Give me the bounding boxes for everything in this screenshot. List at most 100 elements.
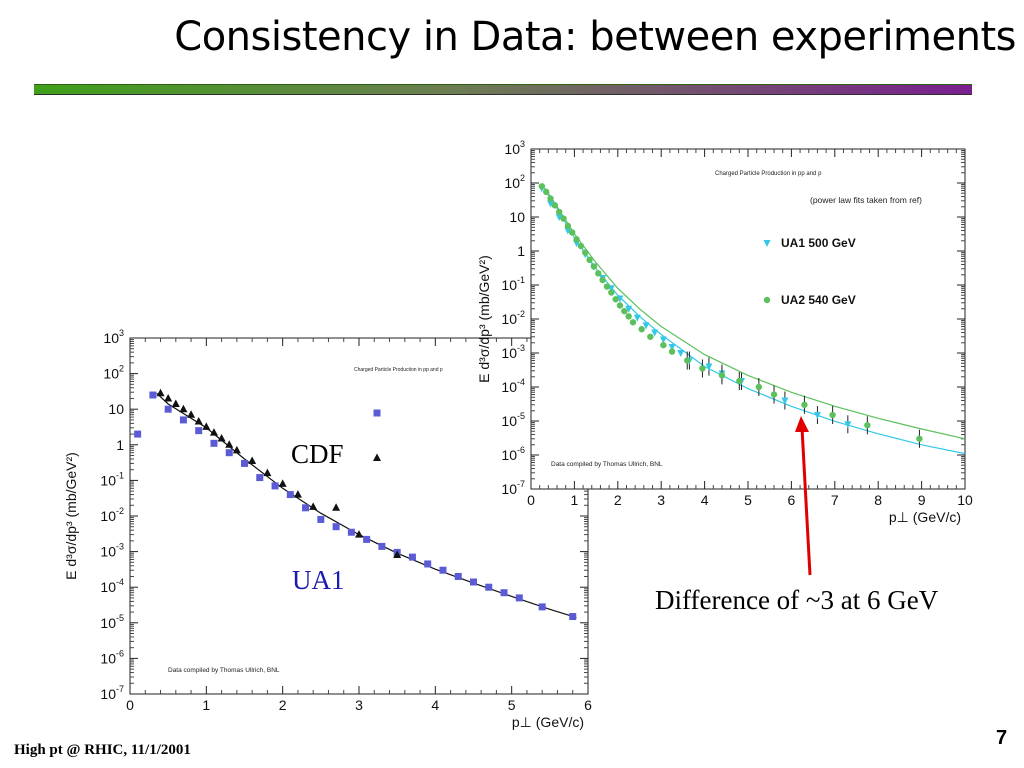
x-tick-label: 7 (831, 492, 839, 508)
data-point (470, 578, 477, 586)
data-point (642, 322, 650, 330)
data-point (668, 348, 676, 355)
y-tick-label: 10-3 (501, 343, 525, 361)
data-point (134, 430, 142, 438)
data-point (551, 202, 559, 209)
y-tick-label: 10 (509, 209, 525, 225)
data-point (625, 313, 632, 320)
x-tick-label: 4 (701, 492, 709, 508)
chart-title: Charged Particle Production in pp and p (715, 171, 822, 177)
x-axis-label: p⊥ (GeV/c) (889, 509, 961, 525)
data-point (813, 412, 821, 420)
data-point (542, 188, 550, 196)
x-tick-label: 5 (508, 697, 516, 713)
data-point (309, 502, 318, 510)
data-point (302, 504, 310, 512)
x-tick-label: 1 (202, 697, 210, 713)
legend-marker (763, 296, 771, 304)
data-point (564, 227, 572, 235)
data-point (560, 215, 567, 222)
data-point (164, 393, 173, 402)
legend-marker (763, 240, 771, 247)
data-point (195, 427, 203, 435)
data-point (500, 589, 508, 597)
y-tick-label: 10-1 (501, 275, 525, 293)
data-point (608, 289, 615, 296)
x-tick-label: 5 (744, 492, 752, 508)
data-point (408, 553, 416, 561)
y-tick-label: 10-6 (501, 445, 525, 463)
data-point (829, 411, 836, 419)
data-point (590, 263, 598, 270)
y-tick-label: 10-2 (501, 309, 525, 327)
data-point (363, 535, 371, 543)
x-tick-label: 3 (657, 492, 665, 508)
data-point (171, 399, 180, 407)
data-point (210, 439, 218, 447)
y-tick-label: 10-4 (501, 377, 525, 395)
data-point (864, 422, 871, 429)
data-point (332, 523, 340, 531)
y-tick-label: 10-6 (100, 648, 124, 666)
ua1-annotation: UA1 (292, 565, 345, 595)
x-tick-label: 2 (614, 492, 622, 508)
data-point (781, 397, 789, 405)
data-point (164, 405, 172, 413)
data-point (699, 365, 706, 372)
data-point (736, 377, 743, 385)
y-tick-label: 10-7 (501, 479, 525, 497)
x-tick-label: 0 (126, 697, 134, 713)
footer-text: High pt @ RHIC, 11/1/2001 (14, 742, 191, 758)
x-tick-label: 1 (571, 492, 579, 508)
data-point (538, 603, 546, 611)
y-axis-label: E d³σ/dp³ (mb/GeV²) (63, 452, 79, 580)
data-point (225, 449, 233, 457)
data-point (705, 363, 713, 371)
series-1 (538, 183, 923, 448)
plot-frame (530, 148, 966, 490)
plot-frame (129, 337, 589, 695)
data-point (718, 372, 726, 379)
y-axis-label: E d³σ/dp³ (mb/GeV²) (476, 255, 492, 383)
y-tick-label: 102 (103, 364, 124, 382)
data-point (217, 434, 226, 442)
y-tick-label: 10-5 (100, 613, 124, 631)
data-point (424, 560, 432, 568)
chart-note: (power law fits taken from ref) (810, 195, 922, 205)
x-tick-label: 4 (431, 697, 439, 713)
data-point (629, 319, 637, 326)
data-point (647, 333, 654, 340)
data-point (286, 491, 294, 499)
data-point (770, 391, 778, 398)
x-tick-label: 6 (788, 492, 796, 508)
y-tick-label: 1 (517, 243, 525, 259)
data-point (582, 249, 589, 256)
data-point (209, 428, 218, 436)
data-point (347, 528, 355, 536)
chart-title: Charged Particle Production in pp and p (354, 367, 443, 373)
y-tick-label: 10-7 (100, 684, 124, 702)
data-point (556, 208, 563, 216)
data-point (651, 329, 659, 337)
data-point (595, 270, 602, 277)
slide-title: Consistency in Data: between experiments (174, 14, 1016, 60)
data-point (603, 283, 611, 290)
data-point (616, 302, 624, 309)
y-tick-label: 103 (103, 328, 124, 346)
data-point (555, 214, 563, 221)
data-point (293, 490, 302, 498)
data-point (755, 383, 763, 391)
data-point (577, 242, 585, 250)
data-point (538, 183, 546, 190)
data-point (263, 468, 272, 477)
data-point (621, 307, 628, 315)
data-point (194, 417, 203, 425)
data-point (638, 326, 645, 333)
data-point (916, 435, 923, 442)
data-point (547, 200, 555, 208)
data-point (278, 479, 287, 487)
data-point (202, 422, 211, 430)
data-point (844, 421, 852, 429)
data-point (271, 482, 279, 490)
